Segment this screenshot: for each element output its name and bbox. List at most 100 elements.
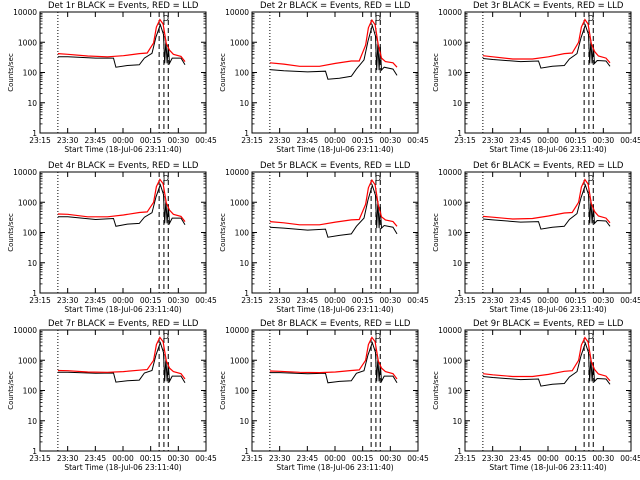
y-tick-label: 10 xyxy=(452,99,462,108)
y-tick-label: 1000 xyxy=(230,356,249,365)
y-tick-label: 10 xyxy=(239,417,249,426)
marker-label: D xyxy=(375,14,381,23)
x-tick-label: 23:30 xyxy=(269,136,291,145)
y-tick-label: 10000 xyxy=(438,168,462,177)
y-tick-label: 100 xyxy=(235,387,250,396)
y-tick-label: 1 xyxy=(32,289,37,298)
y-tick-label: 10000 xyxy=(225,8,249,17)
plot-frame xyxy=(39,171,207,294)
y-axis-label: Counts/sec xyxy=(432,213,440,252)
x-tick-label: 23:30 xyxy=(57,296,79,305)
x-tick-label: 00:45 xyxy=(407,136,429,145)
y-tick-label: 1000 xyxy=(18,38,37,47)
y-axis-label: Counts/sec xyxy=(219,371,227,410)
series-line-events xyxy=(269,23,398,80)
chart-panel-2: Det 2r BLACK = Events, RED = LLD 1 10 100 10… xyxy=(219,1,429,154)
x-tick-label: 23:45 xyxy=(85,454,107,463)
x-tick-label: 00:30 xyxy=(168,454,190,463)
series-line-events xyxy=(482,183,611,230)
chart-panel-3: Det 3r BLACK = Events, RED = LLD 1 10 100 10… xyxy=(432,1,640,154)
x-tick-label: 00:45 xyxy=(620,296,640,305)
y-tick-label: 10000 xyxy=(438,8,462,17)
chart-title: Det 2r BLACK = Events, RED = LLD xyxy=(260,1,411,11)
y-tick-label: 100 xyxy=(448,387,463,396)
y-tick-label: 10 xyxy=(239,99,249,108)
y-tick-label: 1 xyxy=(32,129,37,138)
y-tick-label: 1 xyxy=(244,447,249,456)
x-tick-label: 00:00 xyxy=(537,454,559,463)
series-line-lld xyxy=(269,336,398,380)
x-tick-label: 23:15 xyxy=(29,454,51,463)
x-tick-label: 00:15 xyxy=(140,136,162,145)
x-tick-label: 23:45 xyxy=(85,136,107,145)
plot-frame xyxy=(464,11,632,134)
x-axis-label: Start Time (18-Jul-06 23:11:40) xyxy=(489,305,606,314)
x-tick-label: 23:45 xyxy=(297,296,319,305)
x-axis-label: Start Time (18-Jul-06 23:11:40) xyxy=(64,145,181,154)
x-tick-label: 00:30 xyxy=(168,136,190,145)
x-tick-label: 23:45 xyxy=(297,454,319,463)
x-tick-label: 00:00 xyxy=(324,136,346,145)
x-tick-label: 00:30 xyxy=(593,296,615,305)
chart-panel-5: Det 5r BLACK = Events, RED = LLD 1 10 100 10… xyxy=(219,161,429,314)
chart-panel-8: Det 8r BLACK = Events, RED = LLD 1 10 100 10… xyxy=(219,319,429,472)
y-tick-label: 10000 xyxy=(225,168,249,177)
y-axis-label: Counts/sec xyxy=(432,371,440,410)
y-tick-label: 1000 xyxy=(443,198,462,207)
y-axis-label: Counts/sec xyxy=(432,53,440,92)
chart-title: Det 9r BLACK = Events, RED = LLD xyxy=(473,319,624,329)
y-axis-label: Counts/sec xyxy=(219,213,227,252)
y-tick-label: 10 xyxy=(239,259,249,268)
plot-frame xyxy=(39,11,207,134)
chart-title: Det 3r BLACK = Events, RED = LLD xyxy=(473,1,624,11)
y-tick-label: 10000 xyxy=(13,326,37,335)
x-tick-label: 00:15 xyxy=(352,136,374,145)
series-line-lld xyxy=(57,178,186,222)
marker-label: D xyxy=(375,174,381,183)
y-tick-label: 100 xyxy=(23,387,38,396)
x-tick-label: 23:15 xyxy=(454,454,476,463)
x-tick-label: 23:30 xyxy=(482,454,504,463)
y-tick-label: 100 xyxy=(448,229,463,238)
chart-panel-7: Det 7r BLACK = Events, RED = LLD 1 10 100 10… xyxy=(7,319,217,472)
series-line-events xyxy=(269,183,398,238)
x-axis-label: Start Time (18-Jul-06 23:11:40) xyxy=(276,145,393,154)
y-tick-label: 1000 xyxy=(18,356,37,365)
plot-frame xyxy=(464,171,632,294)
y-tick-label: 100 xyxy=(23,229,38,238)
chart-title: Det 4r BLACK = Events, RED = LLD xyxy=(48,161,199,171)
y-tick-label: 10000 xyxy=(13,8,37,17)
x-tick-label: 00:30 xyxy=(380,296,402,305)
x-tick-label: 23:45 xyxy=(85,296,107,305)
series-line-lld xyxy=(482,178,611,224)
x-tick-label: 23:45 xyxy=(510,454,532,463)
chart-title: Det 8r BLACK = Events, RED = LLD xyxy=(260,319,411,329)
chart-panel-6: Det 6r BLACK = Events, RED = LLD 1 10 100 10… xyxy=(432,161,640,314)
series-line-events xyxy=(57,183,186,227)
y-tick-label: 100 xyxy=(235,229,250,238)
y-tick-label: 100 xyxy=(23,69,38,78)
y-axis-label: Counts/sec xyxy=(7,213,15,252)
x-tick-label: 00:15 xyxy=(352,296,374,305)
y-tick-label: 1 xyxy=(457,447,462,456)
x-tick-label: 23:45 xyxy=(510,136,532,145)
x-tick-label: 00:45 xyxy=(407,454,429,463)
y-axis-label: Counts/sec xyxy=(219,53,227,92)
x-tick-label: 00:00 xyxy=(324,454,346,463)
plot-frame xyxy=(464,329,632,452)
x-tick-label: 00:00 xyxy=(537,136,559,145)
marker-label: D xyxy=(375,332,381,341)
x-tick-label: 00:30 xyxy=(593,454,615,463)
x-axis-label: Start Time (18-Jul-06 23:11:40) xyxy=(276,305,393,314)
x-axis-label: Start Time (18-Jul-06 23:11:40) xyxy=(64,463,181,472)
plot-frame xyxy=(251,329,419,452)
y-tick-label: 10000 xyxy=(13,168,37,177)
x-tick-label: 23:45 xyxy=(510,296,532,305)
marker-label: D xyxy=(588,14,594,23)
marker-label: D xyxy=(163,174,169,183)
chart-title: Det 5r BLACK = Events, RED = LLD xyxy=(260,161,411,171)
x-tick-label: 23:15 xyxy=(454,296,476,305)
x-tick-label: 23:30 xyxy=(482,136,504,145)
chart-title: Det 7r BLACK = Events, RED = LLD xyxy=(48,319,199,329)
x-tick-label: 00:00 xyxy=(112,136,134,145)
